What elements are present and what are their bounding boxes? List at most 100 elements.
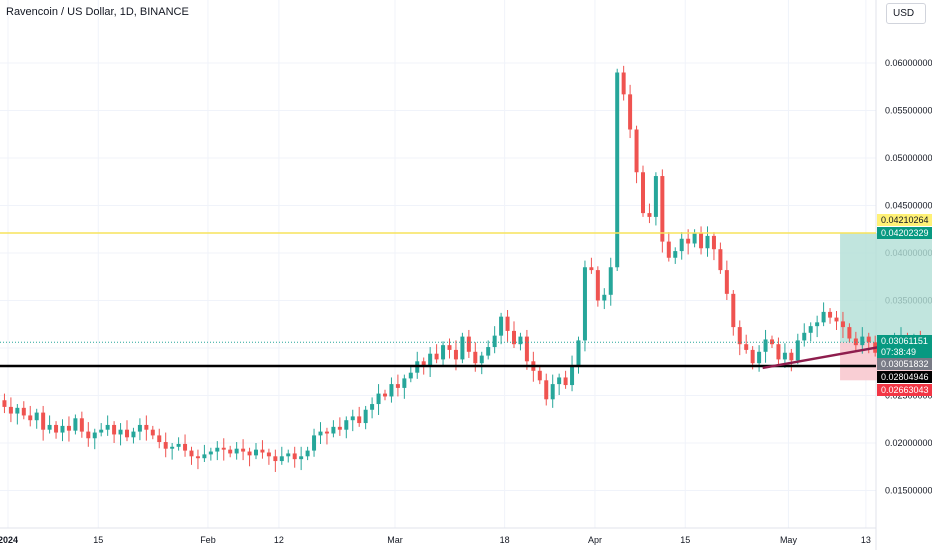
symbol-title: Ravencoin / US Dollar, 1D, BINANCE <box>6 6 189 18</box>
x-tick-label: 18 <box>500 535 510 545</box>
candle-body <box>92 432 97 439</box>
candle-body <box>653 176 658 217</box>
price-tag <box>877 346 932 358</box>
candle-body <box>750 349 755 364</box>
candle-body <box>15 407 20 414</box>
candle-body <box>8 406 13 414</box>
candle-body <box>770 339 774 345</box>
candle-body <box>195 456 200 459</box>
candle-body <box>434 353 439 360</box>
candle-body <box>557 377 562 385</box>
candle-body <box>589 267 594 271</box>
candle-body <box>428 353 433 367</box>
candle-body <box>73 418 78 431</box>
candle-body <box>460 336 465 360</box>
y-tick-label: 0.02000000 <box>885 438 932 448</box>
candle-body <box>647 213 652 217</box>
price-tag <box>877 335 932 347</box>
candle-body <box>492 335 497 348</box>
candle-body <box>628 94 633 130</box>
x-tick-label: 13 <box>861 535 871 545</box>
candle-body <box>312 435 317 451</box>
candle-body <box>254 449 258 456</box>
candle-body <box>679 238 684 252</box>
candle-body <box>247 451 252 456</box>
price-tag <box>877 384 932 396</box>
candle-body <box>621 72 626 95</box>
candle-body <box>54 424 59 433</box>
candle-body <box>763 339 768 352</box>
candle-body <box>821 311 826 323</box>
candle-body <box>479 355 484 364</box>
candle-body <box>602 294 607 301</box>
candle-body <box>757 351 762 364</box>
candle-body <box>266 452 271 457</box>
price-tag-label: 0.04202329 <box>881 228 929 238</box>
price-tag-label: 0.02804946 <box>881 372 929 382</box>
x-tick-label: 12 <box>274 535 284 545</box>
candle-body <box>441 345 446 360</box>
candle-body <box>840 321 845 328</box>
candle-body <box>447 345 452 350</box>
candle-body <box>383 393 387 397</box>
candle-body <box>834 317 839 322</box>
candle-body <box>615 72 620 268</box>
candle-body <box>563 377 568 386</box>
candle-body <box>137 424 142 432</box>
candle-body <box>318 431 323 436</box>
candle-body <box>550 384 555 400</box>
candle-body <box>808 326 813 333</box>
candle-body <box>176 443 181 447</box>
candle-body <box>221 447 226 450</box>
currency-button[interactable]: USD <box>886 3 926 24</box>
price-tag-label: 07:38:49 <box>881 347 916 357</box>
candle-body <box>350 416 355 421</box>
candle-body <box>273 456 278 462</box>
candle-body <box>608 267 613 295</box>
candle-body <box>376 393 381 405</box>
candle-body <box>802 332 807 341</box>
candle-body <box>724 270 729 294</box>
candle-body <box>705 235 710 249</box>
candle-body <box>112 424 117 435</box>
candle-body <box>363 409 368 424</box>
candle-body <box>344 420 349 430</box>
candle-body <box>660 176 665 242</box>
candle-body <box>337 426 342 430</box>
candle-body <box>99 429 104 433</box>
candle-body <box>421 361 426 367</box>
candle-body <box>331 426 336 434</box>
candle-body <box>389 384 394 397</box>
candle-body <box>860 336 865 346</box>
long-position-target-zone[interactable] <box>840 233 932 343</box>
candle-body <box>718 249 723 271</box>
price-tag <box>877 227 932 239</box>
candle-body <box>847 327 852 339</box>
y-tick-label: 0.04500000 <box>885 201 932 211</box>
candle-body <box>408 372 413 379</box>
candle-body <box>150 429 155 436</box>
candle-body <box>537 370 542 381</box>
candle-body <box>2 400 7 407</box>
candle-body <box>189 450 194 457</box>
candle-body <box>673 251 678 258</box>
candle-body <box>202 454 207 459</box>
candle-body <box>518 336 523 345</box>
candle-body <box>208 451 213 455</box>
x-tick-label: 15 <box>93 535 103 545</box>
candle-body <box>711 235 716 250</box>
candle-body <box>60 425 65 433</box>
candle-body <box>744 344 749 350</box>
price-tag-label: 0.04210264 <box>881 215 929 225</box>
candle-body <box>125 429 129 438</box>
candle-body <box>866 336 871 343</box>
price-tag-label: 0.02663043 <box>881 385 929 395</box>
candle-body <box>737 327 742 345</box>
candle-body <box>292 453 297 460</box>
candle-body <box>473 351 478 364</box>
candle-body <box>795 340 800 361</box>
candle-body <box>241 448 246 452</box>
candle-body <box>699 233 704 249</box>
